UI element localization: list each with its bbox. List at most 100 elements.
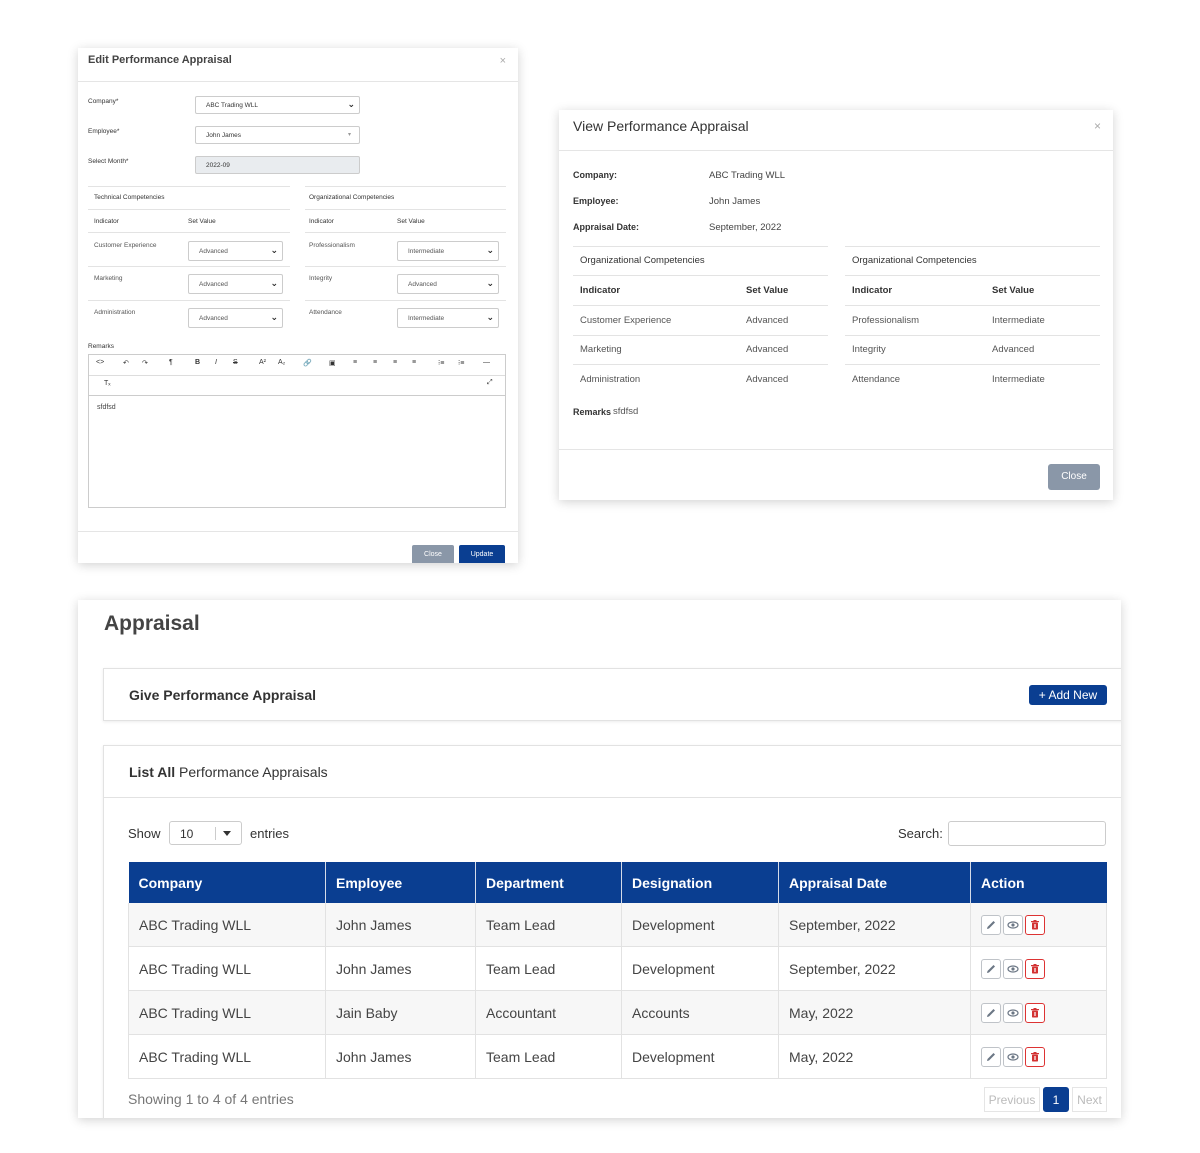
add-new-button[interactable]: + Add New xyxy=(1029,685,1107,705)
delete-icon[interactable] xyxy=(1025,1046,1045,1067)
close-button[interactable]: Close xyxy=(1048,464,1100,490)
align-left-icon[interactable]: ≡ xyxy=(353,359,358,366)
edit-icon[interactable] xyxy=(981,1046,1001,1067)
view-icon[interactable] xyxy=(1003,1046,1023,1067)
page-length-select[interactable]: 10 xyxy=(169,821,242,845)
column-header[interactable]: Company xyxy=(128,862,326,903)
update-button[interactable]: Update xyxy=(459,545,505,563)
delete-icon[interactable] xyxy=(1025,1002,1045,1023)
appraisals-table: Company Employee Department Designation … xyxy=(128,862,1107,1079)
table-cell: ABC Trading WLL xyxy=(128,1034,326,1079)
column-header[interactable]: Department xyxy=(475,862,622,903)
delete-icon[interactable] xyxy=(1025,958,1045,979)
previous-page-button[interactable]: Previous xyxy=(984,1087,1040,1112)
clear-format-icon[interactable]: Tₓ xyxy=(104,380,111,387)
action-cell xyxy=(970,946,1107,991)
bold-icon[interactable]: B xyxy=(195,359,201,366)
redo-icon[interactable]: ↷ xyxy=(142,360,148,367)
divider xyxy=(88,209,290,210)
set-value-header: Set Value xyxy=(992,285,1035,296)
separator xyxy=(215,827,216,840)
next-page-button[interactable]: Next xyxy=(1072,1087,1107,1112)
month-field[interactable]: 2022-09 xyxy=(195,156,360,174)
close-icon[interactable]: × xyxy=(499,55,506,67)
superscript-icon[interactable]: A² xyxy=(259,359,266,366)
column-header[interactable]: Designation xyxy=(621,862,779,903)
close-icon[interactable]: × xyxy=(1093,119,1101,133)
horizontal-rule-icon[interactable]: — xyxy=(483,359,490,366)
indicator-header: Indicator xyxy=(94,218,119,225)
align-right-icon[interactable]: ≡ xyxy=(393,359,398,366)
add-new-label: Add New xyxy=(1048,688,1098,702)
editor-content[interactable]: sfdfsd xyxy=(97,404,116,411)
employee-select[interactable]: John James ▾ xyxy=(195,126,360,144)
align-center-icon[interactable]: ≡ xyxy=(373,359,378,366)
edit-icon[interactable] xyxy=(981,914,1001,935)
table-cell: Development xyxy=(621,946,779,991)
appraisal-date-label: Appraisal Date: xyxy=(573,222,640,232)
left-table-title: Organizational Competencies xyxy=(580,255,705,266)
plus-icon: + xyxy=(1038,688,1046,702)
indicator-header: Indicator xyxy=(852,285,893,296)
company-select[interactable]: ABC Trading WLL ⌄ xyxy=(195,96,360,114)
view-icon[interactable] xyxy=(1003,914,1023,935)
fullscreen-icon[interactable]: ⤢ xyxy=(487,379,493,386)
set-value-select[interactable]: Advanced ⌄ xyxy=(188,308,283,328)
undo-icon[interactable]: ↶ xyxy=(123,360,129,367)
indicator-attendance: Attendance xyxy=(309,309,342,316)
bullet-list-icon[interactable]: ⁝≡ xyxy=(438,360,445,367)
view-icon[interactable] xyxy=(1003,1002,1023,1023)
entries-label: entries xyxy=(250,826,290,841)
month-value: 2022-09 xyxy=(206,162,230,169)
company-select-value: ABC Trading WLL xyxy=(206,102,259,109)
subscript-icon[interactable]: A₂ xyxy=(278,359,286,366)
table-cell: May, 2022 xyxy=(778,990,971,1035)
column-header[interactable]: Appraisal Date xyxy=(778,862,971,903)
edit-icon[interactable] xyxy=(981,1002,1001,1023)
italic-icon[interactable]: I xyxy=(215,359,217,366)
action-cell xyxy=(970,990,1107,1035)
set-value-select[interactable]: Intermediate ⌄ xyxy=(397,241,499,261)
code-view-icon[interactable]: <> xyxy=(96,359,105,366)
page-title: Appraisal xyxy=(104,612,200,635)
caret-down-icon xyxy=(223,831,231,836)
employee-select-value: John James xyxy=(206,132,242,139)
employee-label: Employee* xyxy=(88,128,120,135)
justify-icon[interactable]: ≡ xyxy=(412,359,417,366)
divider xyxy=(845,364,1100,365)
value-cell: Advanced xyxy=(746,344,789,355)
delete-icon[interactable] xyxy=(1025,914,1045,935)
divider xyxy=(573,335,828,336)
table-cell: Development xyxy=(621,903,779,947)
divider xyxy=(305,186,506,187)
edit-icon[interactable] xyxy=(981,958,1001,979)
page-1-button[interactable]: 1 xyxy=(1043,1087,1069,1112)
set-value-select[interactable]: Advanced ⌄ xyxy=(188,241,283,261)
remarks-label: Remarks xyxy=(573,407,612,417)
card-title-bold: List All xyxy=(129,764,176,780)
set-value-select[interactable]: Advanced ⌄ xyxy=(188,274,283,294)
modal-title: Edit Performance Appraisal xyxy=(88,54,232,66)
strikethrough-icon[interactable]: S xyxy=(233,359,238,366)
table-cell: John James xyxy=(325,1034,476,1079)
search-input[interactable] xyxy=(948,821,1106,846)
column-header[interactable]: Employee xyxy=(325,862,476,903)
divider xyxy=(573,275,828,276)
indicator-integrity: Integrity xyxy=(309,275,333,282)
paragraph-format-icon[interactable]: ¶ xyxy=(169,359,173,366)
image-icon[interactable]: ▣ xyxy=(329,360,336,367)
company-label: Company: xyxy=(573,170,618,180)
modal-header: Edit Performance Appraisal × xyxy=(78,48,518,82)
set-value-select[interactable]: Advanced ⌄ xyxy=(397,274,499,294)
divider xyxy=(305,266,506,267)
view-icon[interactable] xyxy=(1003,958,1023,979)
table-cell: Development xyxy=(621,1034,779,1079)
table-cell: September, 2022 xyxy=(778,946,971,991)
link-icon[interactable]: 🔗 xyxy=(303,360,312,367)
table-cell: Accounts xyxy=(621,990,779,1035)
indicator-administration: Administration xyxy=(94,309,136,316)
close-button[interactable]: Close xyxy=(412,545,454,563)
set-value-select[interactable]: Intermediate ⌄ xyxy=(397,308,499,328)
give-appraisal-card: Give Performance Appraisal xyxy=(103,668,1121,721)
numbered-list-icon[interactable]: ⁝≡ xyxy=(458,360,465,367)
